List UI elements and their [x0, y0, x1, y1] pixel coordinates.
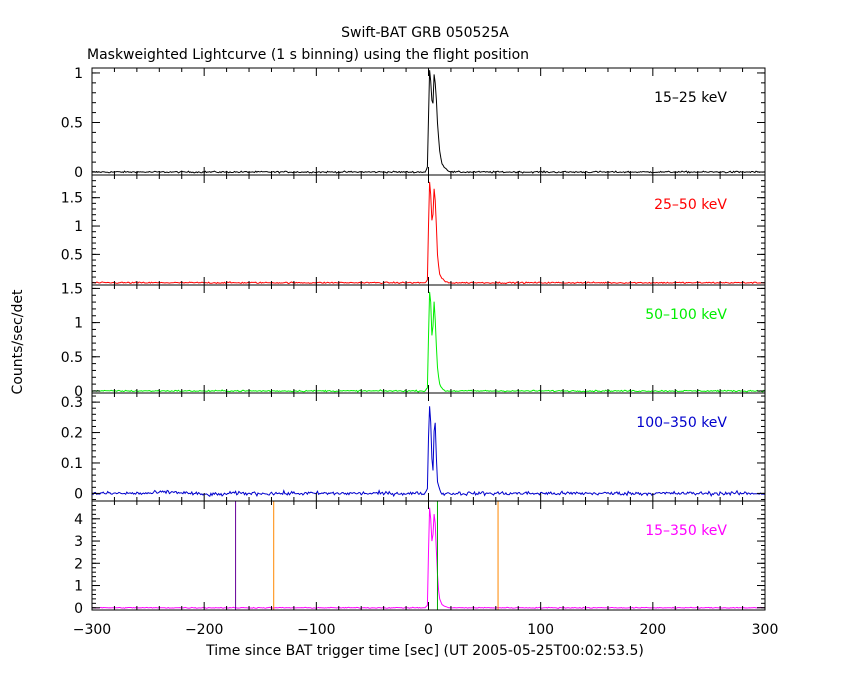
- series-line-1: [91, 70, 766, 174]
- y-tick-label: 1: [74, 316, 83, 332]
- x-tick-label: 0: [424, 622, 433, 638]
- panel-label-4: 100–350 keV: [636, 415, 727, 431]
- y-tick-label: 1: [74, 579, 83, 595]
- y-tick-label: 0.5: [61, 350, 83, 366]
- y-tick-label: 0.5: [61, 115, 83, 131]
- y-tick-label: 0.2: [61, 426, 83, 442]
- y-tick-label: 0.3: [61, 395, 83, 411]
- y-tick-label: 1.5: [61, 281, 83, 297]
- panel-4: 0 0.1 0.2 0.3 100–350 keV: [61, 392, 766, 502]
- y-tick-label: 1.5: [61, 191, 83, 207]
- y-tick-label: 4: [74, 512, 83, 528]
- panel-label-1: 15–25 keV: [654, 90, 727, 106]
- chart-title: Swift-BAT GRB 050525A: [341, 25, 509, 41]
- panel-label-3: 50–100 keV: [645, 307, 727, 323]
- y-tick-label: 1: [74, 66, 83, 82]
- y-tick-label: 0.5: [61, 247, 83, 263]
- chart-subtitle: Maskweighted Lightcurve (1 s binning) us…: [87, 47, 529, 63]
- x-tick-label: −300: [73, 622, 111, 638]
- panel-3: 0 0.5 1 1.5 50–100 keV: [61, 281, 766, 400]
- y-tick-label: 0: [74, 601, 83, 617]
- y-tick-label: 3: [74, 534, 83, 550]
- panel-label-2: 25–50 keV: [654, 197, 727, 213]
- y-tick-label: 0.1: [61, 456, 83, 472]
- y-axis-label: Counts/sec/det: [10, 289, 26, 394]
- x-axis-label: Time since BAT trigger time [sec] (UT 20…: [205, 643, 644, 659]
- x-tick-label: 100: [527, 622, 554, 638]
- x-tick-label: 200: [639, 622, 666, 638]
- panels-group: 0 0.5 1 15–25 keV 0.5 1 1.5 25–50 keV 0 0.5 1 1.5 50…: [61, 66, 779, 638]
- panel-5: 0 1 2 3 4 15–350 keV: [74, 500, 766, 617]
- y-tick-label: 0: [74, 486, 83, 502]
- panel-1: 0 0.5 1 15–25 keV: [61, 66, 766, 181]
- y-tick-label: 1: [74, 219, 83, 235]
- x-tick-label: 300: [752, 622, 779, 638]
- panel-2: 0.5 1 1.5 25–50 keV: [61, 174, 766, 286]
- x-tick-label: −200: [185, 622, 223, 638]
- x-tick-label: −100: [297, 622, 335, 638]
- y-tick-label: 0: [74, 165, 83, 181]
- y-tick-label: 0: [74, 384, 83, 400]
- y-tick-label: 2: [74, 556, 83, 572]
- panel-label-5: 15–350 keV: [645, 523, 727, 539]
